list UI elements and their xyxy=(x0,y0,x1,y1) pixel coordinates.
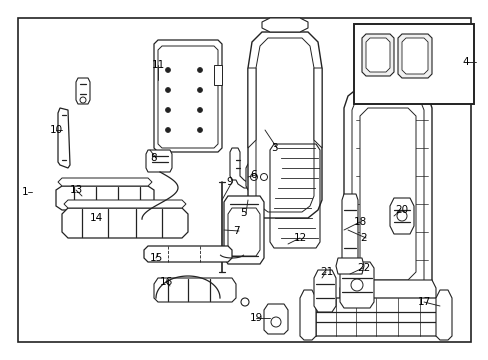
Circle shape xyxy=(197,87,202,93)
Polygon shape xyxy=(359,108,415,280)
Polygon shape xyxy=(397,34,431,78)
Text: 18: 18 xyxy=(353,217,366,227)
Polygon shape xyxy=(262,18,307,32)
Polygon shape xyxy=(58,108,70,168)
Polygon shape xyxy=(247,68,256,148)
Polygon shape xyxy=(58,178,152,186)
Polygon shape xyxy=(435,290,451,340)
Polygon shape xyxy=(256,38,313,212)
Text: 6: 6 xyxy=(249,170,256,180)
Polygon shape xyxy=(355,66,419,88)
Polygon shape xyxy=(154,40,222,152)
Circle shape xyxy=(165,108,170,112)
Polygon shape xyxy=(401,38,427,74)
Polygon shape xyxy=(341,194,357,264)
Polygon shape xyxy=(229,148,249,188)
Polygon shape xyxy=(339,262,373,308)
Text: 20: 20 xyxy=(394,205,407,215)
Circle shape xyxy=(197,68,202,72)
Polygon shape xyxy=(313,270,335,312)
Polygon shape xyxy=(245,164,273,190)
Polygon shape xyxy=(313,68,321,148)
Polygon shape xyxy=(56,186,154,210)
Text: 22: 22 xyxy=(356,263,369,273)
Polygon shape xyxy=(154,278,236,302)
Text: 2: 2 xyxy=(359,233,366,243)
Text: 16: 16 xyxy=(160,277,173,287)
Text: 17: 17 xyxy=(417,297,430,307)
Polygon shape xyxy=(224,196,264,264)
Polygon shape xyxy=(361,34,393,76)
Text: 19: 19 xyxy=(249,313,263,323)
Polygon shape xyxy=(227,208,260,256)
Polygon shape xyxy=(214,65,222,85)
Polygon shape xyxy=(143,246,231,262)
Polygon shape xyxy=(343,88,431,305)
Circle shape xyxy=(197,127,202,132)
Circle shape xyxy=(165,87,170,93)
Text: 13: 13 xyxy=(70,185,83,195)
Polygon shape xyxy=(264,304,287,334)
Polygon shape xyxy=(389,198,413,234)
Text: 11: 11 xyxy=(152,60,165,70)
Circle shape xyxy=(165,127,170,132)
Polygon shape xyxy=(247,32,321,218)
Polygon shape xyxy=(339,280,435,318)
Text: 7: 7 xyxy=(232,226,239,236)
Polygon shape xyxy=(146,150,172,172)
Text: 4: 4 xyxy=(461,57,468,67)
Text: 1: 1 xyxy=(22,187,29,197)
Polygon shape xyxy=(64,200,185,208)
Text: 14: 14 xyxy=(90,213,103,223)
Polygon shape xyxy=(304,298,445,336)
Text: 10: 10 xyxy=(50,125,63,135)
Text: 9: 9 xyxy=(225,177,232,187)
Circle shape xyxy=(197,108,202,112)
Circle shape xyxy=(165,68,170,72)
Bar xyxy=(353,24,473,104)
Polygon shape xyxy=(365,38,389,72)
Text: 5: 5 xyxy=(240,208,246,218)
Polygon shape xyxy=(351,94,423,300)
Polygon shape xyxy=(158,46,218,148)
Text: 21: 21 xyxy=(319,267,332,277)
Text: 8: 8 xyxy=(150,153,156,163)
Polygon shape xyxy=(62,208,187,238)
Polygon shape xyxy=(299,290,315,340)
Polygon shape xyxy=(76,78,90,104)
Polygon shape xyxy=(335,258,363,274)
Text: 12: 12 xyxy=(293,233,306,243)
Text: 3: 3 xyxy=(270,143,277,153)
Text: 15: 15 xyxy=(150,253,163,263)
